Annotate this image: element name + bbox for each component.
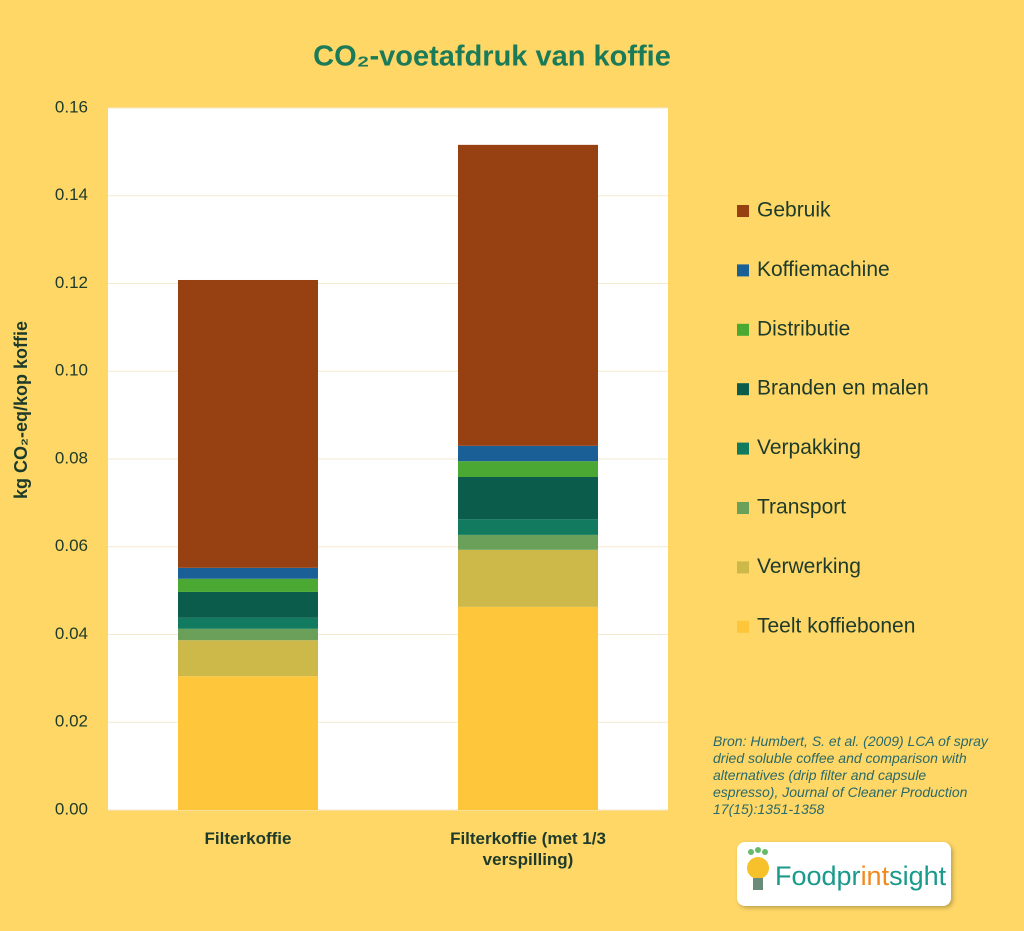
legend-swatch <box>737 383 749 396</box>
source-note: Bron: Humbert, S. et al. (2009) LCA of s… <box>713 733 988 817</box>
y-tick-label: 0.04 <box>55 624 88 643</box>
y-tick-label: 0.02 <box>55 712 88 731</box>
bar-segment <box>458 606 598 810</box>
legend-label: Distributie <box>757 317 850 340</box>
bar-segment <box>458 461 598 477</box>
x-tick-label: Filterkoffie <box>204 829 292 848</box>
y-axis-label: kg CO₂-eq/kop koffie <box>11 321 31 499</box>
legend-swatch <box>737 620 749 633</box>
y-tick-label: 0.12 <box>55 273 88 292</box>
bar-segment <box>178 279 318 568</box>
y-tick-label: 0.14 <box>55 185 88 204</box>
bar-segment <box>178 617 318 629</box>
logo-icon <box>747 847 769 890</box>
bar-segment <box>458 534 598 550</box>
logo: Foodprintsight <box>737 842 951 906</box>
bar-segment <box>458 549 598 607</box>
x-tick-label: Filterkoffie (met 1/3 verspilling) <box>450 829 606 869</box>
legend-label: Branden en malen <box>757 377 929 400</box>
bar-segment <box>458 445 598 462</box>
legend-label: Verpakking <box>757 436 861 459</box>
bar-segment <box>458 476 598 520</box>
bar-segment <box>458 519 598 535</box>
bar-segment <box>178 567 318 579</box>
y-tick-label: 0.08 <box>55 448 88 467</box>
bar-segment <box>178 578 318 592</box>
logo-text: Foodprintsight <box>775 861 946 892</box>
legend-label: Gebruik <box>757 199 831 222</box>
y-tick-label: 0.10 <box>55 361 88 380</box>
bar-segment <box>458 144 598 446</box>
bar-segment <box>178 628 318 641</box>
legend-label: Koffiemachine <box>757 258 890 281</box>
bar-segment <box>178 640 318 677</box>
legend-swatch <box>737 442 749 455</box>
legend-swatch <box>737 561 749 574</box>
y-tick-label: 0.06 <box>55 536 88 555</box>
logo-part: int <box>860 861 890 891</box>
bar-segment <box>178 676 318 810</box>
bar-segment <box>178 591 318 618</box>
legend-label: Transport <box>757 496 846 519</box>
chart-title: CO₂-voetafdruk van koffie <box>313 41 671 73</box>
logo-part: sight <box>889 861 947 891</box>
legend-swatch <box>737 205 749 217</box>
legend-swatch <box>737 264 749 277</box>
legend-label: Teelt koffiebonen <box>757 614 915 637</box>
legend-swatch <box>737 502 749 514</box>
y-tick-label: 0.16 <box>55 97 88 116</box>
y-tick-label: 0.00 <box>55 799 88 818</box>
legend-label: Verwerking <box>757 555 861 578</box>
logo-part: Foodpr <box>775 861 861 891</box>
legend-swatch <box>737 323 749 336</box>
